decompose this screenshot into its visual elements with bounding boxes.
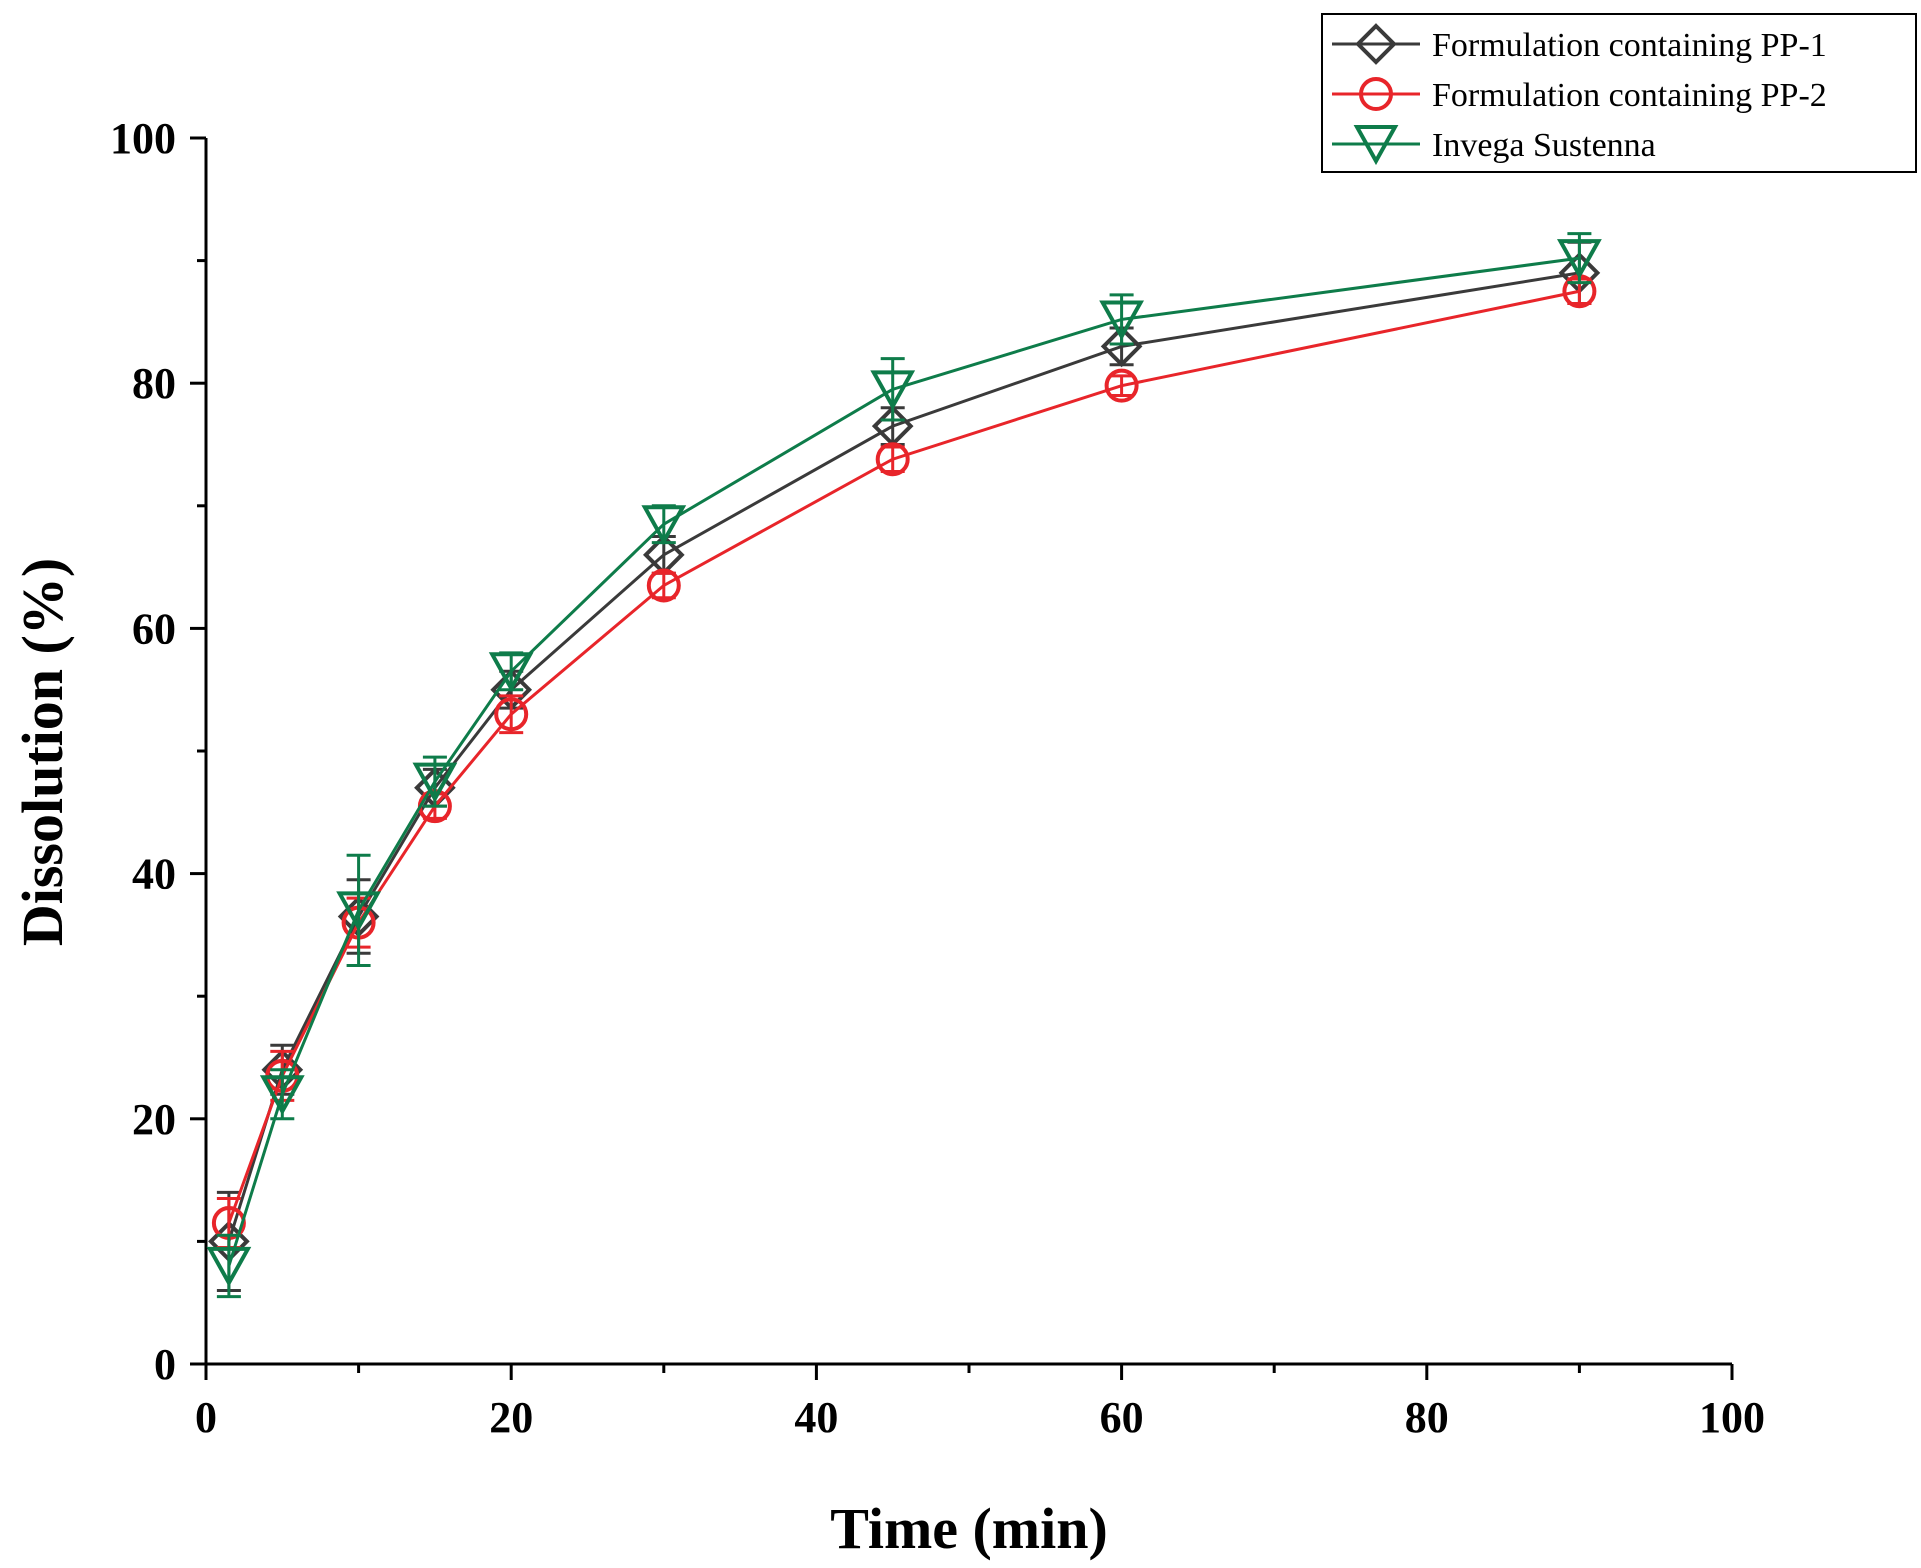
legend-marker [1355, 23, 1397, 65]
legend-label: Formulation containing PP-2 [1432, 77, 1827, 114]
legend: Formulation containing PP-1 Formulation c… [1321, 13, 1917, 173]
data-point [1099, 300, 1145, 341]
data-point [1556, 239, 1602, 280]
y-tick-label: 80 [132, 359, 176, 408]
x-tick-label: 80 [1405, 1393, 1449, 1442]
y-tick-label: 0 [154, 1340, 176, 1389]
legend-item: Invega Sustenna [1332, 125, 1656, 166]
data-point [336, 891, 382, 932]
axis-ticks: 0 20 40 60 80 100 0 20 40 60 80 100 [110, 114, 1765, 1442]
data-point [412, 762, 458, 803]
data-point [870, 370, 916, 411]
data-point [875, 442, 910, 477]
data-point [488, 652, 534, 693]
legend-label: Formulation containing PP-1 [1432, 27, 1827, 64]
legend-box [1321, 13, 1917, 173]
data-point [1104, 368, 1139, 403]
x-tick-label: 100 [1699, 1393, 1765, 1442]
data-point [646, 568, 681, 603]
y-tick-label: 60 [132, 604, 176, 653]
y-tick-label: 20 [132, 1095, 176, 1144]
data-point [259, 1075, 305, 1116]
x-tick-label: 40 [794, 1393, 838, 1442]
legend-marker [1353, 125, 1399, 166]
legend-label: Invega Sustenna [1432, 127, 1656, 164]
y-tick-label: 40 [132, 850, 176, 899]
y-tick-label: 100 [110, 114, 176, 163]
series-line [227, 256, 1580, 1267]
series-layer [206, 232, 1602, 1299]
data-point [206, 1246, 252, 1288]
legend-item: Formulation containing PP-1 [1332, 23, 1827, 65]
x-tick-label: 20 [489, 1393, 533, 1442]
data-point [1100, 325, 1143, 368]
x-tick-label: 60 [1100, 1393, 1144, 1442]
x-axis-title: Time (min) [830, 1496, 1108, 1561]
legend-marker [1359, 77, 1393, 111]
x-tick-label: 0 [195, 1393, 217, 1442]
data-point [494, 697, 529, 732]
y-axis-title: Dissolution (%) [10, 558, 75, 946]
data-point [641, 505, 687, 546]
legend-item: Formulation containing PP-2 [1332, 77, 1827, 114]
series-3 [206, 232, 1602, 1299]
